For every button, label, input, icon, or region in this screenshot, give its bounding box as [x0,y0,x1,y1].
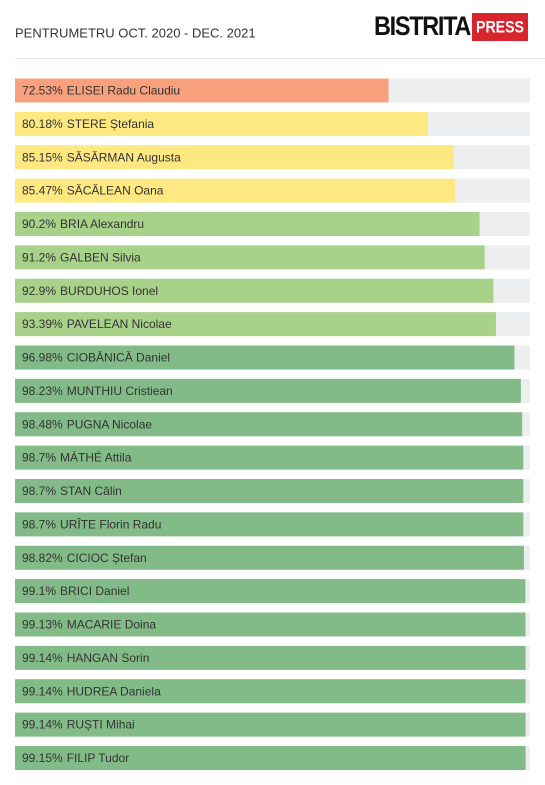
bar-label: 99.15% FILIP Tudor [22,751,129,765]
bar-label: 91.2% GALBEN Silvia [22,251,141,265]
bar [15,212,480,236]
value-label: 92.9% [22,284,56,298]
bar [15,479,524,503]
category-label: PAVELEAN Nicolae [67,317,172,331]
bar [15,445,524,470]
bar [15,679,526,704]
category-label: ELISEI Radu Claudiu [67,84,180,98]
bar [15,412,523,437]
bar [15,512,524,537]
value-label: 98.48% [22,417,63,431]
value-label: 98.7% [22,451,56,465]
bar-label: 98.7% URÎTE Florin Radu [22,517,161,532]
value-label: 98.82% [22,551,63,565]
bar [15,645,526,670]
bar [15,545,524,570]
bar-label: 99.14% HANGAN Sorin [22,651,149,665]
bar-label: 99.1% BRICI Daniel [22,584,129,598]
bar [15,345,515,370]
category-label: FILIP Tudor [67,751,129,765]
bar-label: 85.47% SĂCĂLEAN Oana [22,183,164,198]
logo-badge [472,13,528,41]
bar [15,712,526,737]
bar-label: 98.7% MÁTHÉ Attila [22,450,132,465]
bar [15,111,428,136]
value-label: 91.2% [22,251,56,265]
category-label: MÁTHÉ Attila [60,450,132,465]
bar-label: 92.9% BURDUHOS Ionel [22,284,158,298]
bar [15,178,456,203]
value-label: 80.18% [22,117,63,131]
category-label: GALBEN Silvia [60,251,141,265]
category-label: PUGNA Nicolae [67,417,153,431]
category-label: BURDUHOS Ionel [60,284,158,298]
bar-label: 98.48% PUGNA Nicolae [22,417,152,431]
bar [15,378,521,403]
bar-label: 98.7% STAN Călin [22,484,122,498]
value-label: 72.53% [22,84,63,98]
bar-label: 98.82% CICIOC Ștefan [22,551,147,565]
bar-label: 96.98% CIOBĂNICĂ Daniel [22,350,170,365]
value-label: 98.7% [22,484,56,498]
bar [15,612,526,637]
logo: BISTRITA PRESS [374,11,528,41]
category-label: RUȘTI Mihai [67,718,135,732]
value-label: 93.39% [22,317,63,331]
value-label: 99.1% [22,584,56,598]
value-label: 90.2% [22,217,56,231]
category-label: SĂCĂLEAN Oana [67,183,164,198]
bar [15,312,496,337]
bar-label: 72.53% ELISEI Radu Claudiu [22,84,180,98]
bar [15,746,526,770]
value-label: 85.47% [22,184,63,198]
category-label: CICIOC Ștefan [67,551,147,565]
bar-label: 99.14% HUDREA Daniela [22,684,161,698]
value-label: 96.98% [22,351,63,365]
category-label: MACARIE Doina [67,618,157,632]
bar [15,579,526,604]
value-label: 98.7% [22,518,56,532]
value-label: 85.15% [22,150,63,164]
value-label: 99.14% [22,718,63,732]
bar [15,278,494,303]
value-label: 98.23% [22,384,63,398]
bar-label: 98.23% MUNTHIU Cristiean [22,384,173,398]
category-label: BRIA Alexandru [60,217,144,231]
category-label: CIOBĂNICĂ Daniel [67,350,170,365]
bar-label: 90.2% BRIA Alexandru [22,217,144,231]
bar [15,245,485,270]
bar-label: 80.18% STERE Ștefania [22,117,154,131]
category-label: STAN Călin [60,484,122,498]
bar [15,78,389,103]
bar-label: 99.13% MACARIE Doina [22,618,156,632]
category-label: HANGAN Sorin [67,651,150,665]
value-label: 99.13% [22,618,63,632]
category-label: SĂSĂRMAN Augusta [67,149,181,164]
bar [15,145,454,170]
logo-badge-text: PRESS [476,17,524,36]
category-label: BRICI Daniel [60,584,129,598]
value-label: 99.14% [22,651,63,665]
category-label: HUDREA Daniela [67,684,161,698]
category-label: STERE Ștefania [67,117,155,131]
bar-label: 99.14% RUȘTI Mihai [22,718,135,732]
bar-label: 93.39% PAVELEAN Nicolae [22,317,172,331]
value-label: 99.14% [22,684,63,698]
category-label: URÎTE Florin Radu [60,517,161,532]
value-label: 99.15% [22,751,63,765]
category-label: MUNTHIU Cristiean [67,384,173,398]
logo-text: BISTRITA [374,11,471,41]
chart-title: PENTRUMETRU OCT. 2020 - DEC. 2021 [15,25,256,40]
bar-label: 85.15% SĂSĂRMAN Augusta [22,149,181,164]
